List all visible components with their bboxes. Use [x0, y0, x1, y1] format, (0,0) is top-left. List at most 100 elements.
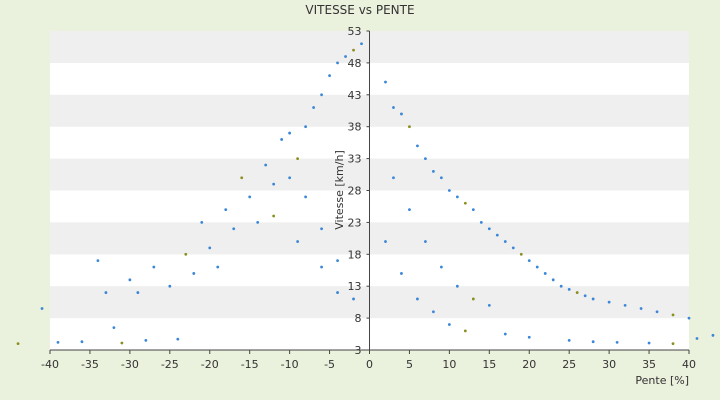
- data-point: [400, 272, 403, 275]
- chart-title: VITESSE vs PENTE: [305, 3, 414, 17]
- data-point: [463, 329, 467, 333]
- data-point: [495, 233, 499, 237]
- data-point: [591, 297, 595, 301]
- data-point: [216, 265, 220, 269]
- data-point: [567, 287, 571, 291]
- data-point: [503, 332, 507, 336]
- data-point: [168, 284, 172, 288]
- y-axis-ticks: 38131823283338434853: [348, 25, 370, 357]
- x-tick-label: 20: [522, 358, 536, 371]
- data-point: [439, 265, 443, 269]
- data-point: [463, 201, 467, 205]
- data-point: [583, 294, 587, 298]
- data-point: [615, 340, 619, 344]
- y-tick-label: 8: [355, 312, 362, 325]
- data-point: [328, 74, 331, 78]
- y-tick-label: 23: [348, 216, 362, 229]
- data-point: [567, 339, 571, 342]
- x-tick-label: 40: [682, 358, 696, 371]
- data-point: [232, 227, 236, 231]
- data-point: [240, 176, 244, 180]
- data-point: [264, 163, 268, 167]
- data-point: [56, 340, 60, 344]
- x-tick-label: -20: [201, 358, 219, 371]
- data-point: [432, 169, 435, 173]
- y-tick-label: 33: [348, 153, 362, 166]
- x-tick-label: 15: [482, 358, 496, 371]
- data-point: [224, 208, 228, 212]
- x-tick-label: 10: [442, 358, 456, 371]
- data-point: [503, 240, 507, 243]
- data-point: [192, 272, 196, 275]
- data-point: [559, 284, 563, 288]
- data-point: [471, 208, 475, 212]
- x-tick-label: -5: [324, 358, 335, 371]
- data-point: [455, 195, 459, 199]
- data-point: [152, 265, 156, 269]
- data-point: [424, 240, 427, 243]
- data-point: [575, 291, 579, 294]
- data-point: [487, 227, 491, 231]
- data-point: [320, 227, 323, 231]
- data-point: [695, 337, 699, 340]
- data-points: [16, 42, 715, 346]
- data-point: [479, 221, 483, 224]
- data-point: [96, 259, 100, 263]
- data-point: [304, 125, 307, 129]
- data-point: [320, 265, 323, 269]
- data-point: [336, 259, 339, 263]
- data-point: [296, 157, 300, 161]
- data-point: [280, 138, 284, 141]
- x-tick-label: -40: [41, 358, 59, 371]
- data-point: [671, 313, 675, 317]
- x-tick-label: -10: [281, 358, 299, 371]
- data-point: [400, 112, 403, 116]
- data-point: [416, 144, 419, 148]
- data-point: [200, 221, 204, 224]
- data-point: [288, 176, 292, 180]
- data-point: [639, 307, 643, 310]
- x-tick-label: -25: [161, 358, 179, 371]
- data-point: [439, 176, 443, 180]
- data-point: [272, 182, 276, 186]
- data-point: [336, 61, 339, 65]
- data-point: [104, 291, 108, 294]
- data-point: [256, 221, 260, 224]
- data-point: [527, 335, 531, 339]
- data-point: [296, 240, 300, 243]
- data-point: [144, 339, 148, 342]
- data-point: [352, 48, 355, 52]
- data-point: [304, 195, 307, 199]
- data-point: [176, 337, 180, 341]
- data-point: [208, 246, 212, 250]
- data-point: [408, 208, 411, 212]
- data-point: [591, 340, 595, 344]
- data-point: [248, 195, 252, 199]
- data-point: [455, 284, 459, 288]
- data-point: [416, 297, 419, 301]
- data-point: [312, 106, 315, 109]
- y-tick-label: 43: [348, 89, 362, 102]
- x-axis-label: Pente [%]: [635, 374, 689, 387]
- data-point: [320, 93, 323, 97]
- data-point: [471, 297, 475, 301]
- y-tick-label: 48: [348, 57, 362, 70]
- data-point: [120, 341, 124, 345]
- x-axis-ticks: -40 -35 -30 -25 -20 -15 -10 -5 0 5 10 15 20 25 30 35 40: [41, 350, 696, 371]
- data-point: [447, 189, 451, 192]
- data-point: [288, 131, 292, 135]
- data-point: [336, 291, 339, 294]
- data-point: [447, 323, 451, 326]
- data-point: [40, 307, 44, 310]
- data-point: [623, 303, 627, 307]
- data-point: [543, 272, 547, 275]
- data-point: [519, 252, 523, 256]
- data-point: [487, 303, 491, 307]
- data-point: [384, 80, 387, 84]
- data-point: [16, 342, 20, 346]
- x-tick-label: -15: [241, 358, 259, 371]
- data-point: [272, 214, 276, 218]
- data-point: [384, 240, 387, 243]
- data-point: [511, 246, 515, 250]
